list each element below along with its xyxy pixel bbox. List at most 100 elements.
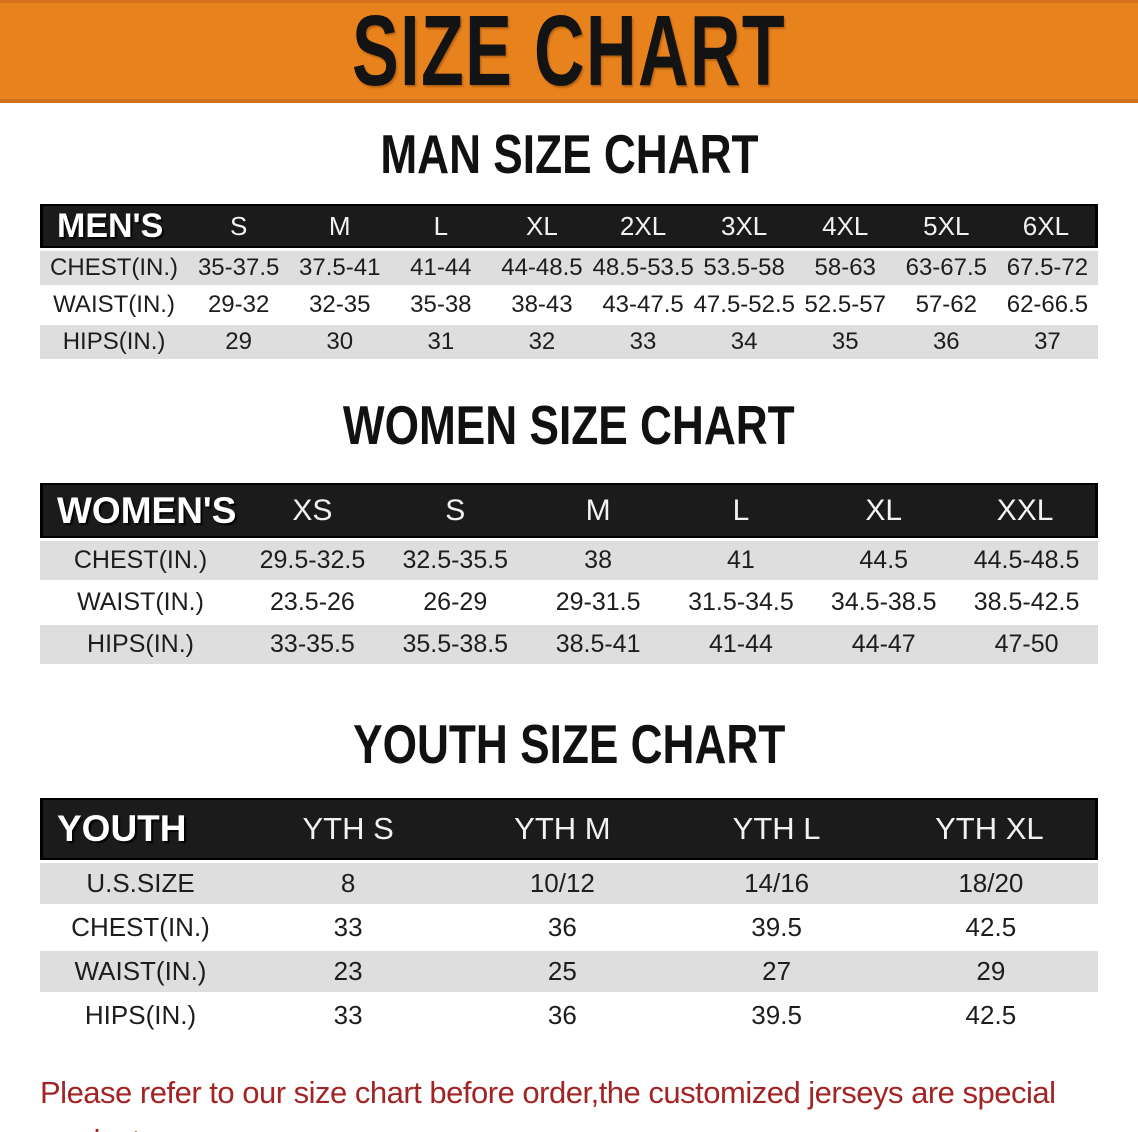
table-row: CHEST(IN.) 29.5-32.5 32.5-35.5 38 41 44.5 44.5… xyxy=(40,541,1098,580)
section-heading-text: MAN SIZE CHART xyxy=(379,124,759,186)
table-row: HIPS(IN.) 33 36 39.5 42.5 xyxy=(40,995,1098,1036)
size-value: 44-47 xyxy=(812,625,956,664)
size-value: 41-44 xyxy=(390,251,492,285)
table-group-label: YOUTH xyxy=(40,798,242,860)
table-header-row: WOMEN'S XS S M L XL XXL xyxy=(40,483,1098,538)
column-header: YTH XL xyxy=(883,798,1098,860)
size-value: 18/20 xyxy=(883,863,1098,904)
size-value: 63-67.5 xyxy=(895,251,997,285)
disclaimer: Please refer to our size chart before or… xyxy=(40,1069,1118,1132)
column-header: XL xyxy=(491,204,593,248)
column-header: 5XL xyxy=(895,204,997,248)
row-label: HIPS(IN.) xyxy=(40,325,189,359)
size-value: 32 xyxy=(491,325,593,359)
row-label: HIPS(IN.) xyxy=(40,625,242,664)
size-value: 33 xyxy=(241,907,456,948)
table-row: CHEST(IN.) 33 36 39.5 42.5 xyxy=(40,907,1098,948)
column-header: 4XL xyxy=(794,204,896,248)
size-value: 31.5-34.5 xyxy=(669,583,813,622)
row-label: CHEST(IN.) xyxy=(40,251,189,285)
size-table-women: WOMEN'S XS S M L XL XXL CHEST(IN.) 29.5-32.5 32.5… xyxy=(40,480,1098,667)
size-value: 42.5 xyxy=(883,907,1098,948)
row-label: WAIST(IN.) xyxy=(40,288,189,322)
column-header: YTH L xyxy=(669,798,884,860)
size-value: 35 xyxy=(794,325,896,359)
size-sections: MAN SIZE CHART MEN'S S M L XL 2XL 3XL 4XL 5XL 6XL C… xyxy=(0,124,1138,1039)
size-value: 38.5-42.5 xyxy=(955,583,1098,622)
size-value: 62-66.5 xyxy=(996,288,1098,322)
row-label: HIPS(IN.) xyxy=(40,995,242,1036)
column-header: YTH S xyxy=(241,798,456,860)
size-value: 33-35.5 xyxy=(241,625,384,664)
banner-title: SIZE CHART xyxy=(352,0,786,107)
table-row: U.S.SIZE 8 10/12 14/16 18/20 xyxy=(40,863,1098,904)
size-value: 32-35 xyxy=(289,288,391,322)
disclaimer-line-1: Please refer to our size chart before or… xyxy=(40,1075,1056,1132)
size-value: 27 xyxy=(669,951,884,992)
table-row: WAIST(IN.) 23 25 27 29 xyxy=(40,951,1098,992)
size-value: 47-50 xyxy=(955,625,1098,664)
size-value: 43-47.5 xyxy=(592,288,694,322)
size-value: 39.5 xyxy=(669,995,884,1036)
section-heading: WOMEN SIZE CHART xyxy=(0,395,1138,457)
table-header-row: MEN'S S M L XL 2XL 3XL 4XL 5XL 6XL xyxy=(40,204,1098,248)
section-heading: YOUTH SIZE CHART xyxy=(0,714,1138,776)
size-value: 32.5-35.5 xyxy=(383,541,527,580)
size-value: 37.5-41 xyxy=(289,251,391,285)
size-value: 57-62 xyxy=(895,288,997,322)
size-value: 35-38 xyxy=(390,288,492,322)
banner: SIZE CHART xyxy=(0,0,1138,103)
table-row: HIPS(IN.) 29 30 31 32 33 34 35 36 37 xyxy=(40,325,1098,359)
size-value: 44.5 xyxy=(812,541,956,580)
column-header: S xyxy=(383,483,527,538)
table-row: HIPS(IN.) 33-35.5 35.5-38.5 38.5-41 41-44 44-… xyxy=(40,625,1098,664)
size-value: 14/16 xyxy=(669,863,884,904)
row-label: CHEST(IN.) xyxy=(40,541,242,580)
size-value: 44.5-48.5 xyxy=(955,541,1098,580)
section-heading: MAN SIZE CHART xyxy=(0,124,1138,186)
size-value: 23 xyxy=(241,951,456,992)
size-value: 25 xyxy=(455,951,670,992)
size-value: 35-37.5 xyxy=(188,251,290,285)
size-value: 52.5-57 xyxy=(794,288,896,322)
size-value: 44-48.5 xyxy=(491,251,593,285)
size-value: 29 xyxy=(188,325,290,359)
column-header: 2XL xyxy=(592,204,694,248)
column-header: XL xyxy=(812,483,956,538)
size-value: 42.5 xyxy=(883,995,1098,1036)
column-header: S xyxy=(188,204,290,248)
size-value: 23.5-26 xyxy=(241,583,384,622)
column-header: YTH M xyxy=(455,798,670,860)
section-heading-text: YOUTH SIZE CHART xyxy=(352,714,786,776)
size-table-men: MEN'S S M L XL 2XL 3XL 4XL 5XL 6XL CHEST(IN.) 35-37… xyxy=(40,201,1098,362)
size-section-men: MAN SIZE CHART MEN'S S M L XL 2XL 3XL 4XL 5XL 6XL C… xyxy=(0,124,1138,362)
size-value: 33 xyxy=(592,325,694,359)
size-value: 53.5-58 xyxy=(693,251,795,285)
size-value: 10/12 xyxy=(455,863,670,904)
size-value: 41 xyxy=(669,541,813,580)
size-value: 38.5-41 xyxy=(526,625,670,664)
table-row: WAIST(IN.) 29-32 32-35 35-38 38-43 43-47.5 47.… xyxy=(40,288,1098,322)
size-value: 30 xyxy=(289,325,391,359)
size-value: 29-31.5 xyxy=(526,583,670,622)
section-heading-text: WOMEN SIZE CHART xyxy=(343,395,795,457)
size-value: 29 xyxy=(883,951,1098,992)
size-value: 41-44 xyxy=(669,625,813,664)
size-section-youth: YOUTH SIZE CHART YOUTH YTH S YTH M YTH L YTH … xyxy=(0,714,1138,1039)
size-table-youth: YOUTH YTH S YTH M YTH L YTH XL U.S.SIZE 8 10/12… xyxy=(40,795,1098,1039)
size-value: 38 xyxy=(526,541,670,580)
row-label: WAIST(IN.) xyxy=(40,583,242,622)
size-value: 34 xyxy=(693,325,795,359)
column-header: M xyxy=(526,483,670,538)
size-value: 31 xyxy=(390,325,492,359)
size-value: 33 xyxy=(241,995,456,1036)
row-label: CHEST(IN.) xyxy=(40,907,242,948)
size-value: 38-43 xyxy=(491,288,593,322)
row-label: WAIST(IN.) xyxy=(40,951,242,992)
size-value: 58-63 xyxy=(794,251,896,285)
column-header: L xyxy=(669,483,813,538)
table-group-label: MEN'S xyxy=(40,204,189,248)
size-value: 35.5-38.5 xyxy=(383,625,527,664)
size-section-women: WOMEN SIZE CHART WOMEN'S XS S M L XL XXL CHEST(I… xyxy=(0,395,1138,667)
